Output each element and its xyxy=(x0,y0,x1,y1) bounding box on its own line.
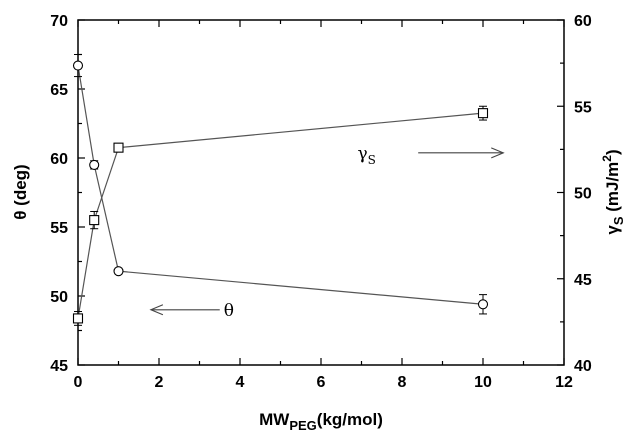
x-tick-label: 12 xyxy=(555,374,573,391)
ticks xyxy=(77,19,565,366)
right-y-tick-label: 60 xyxy=(574,13,592,30)
annotation-layer: θ γS xyxy=(149,144,505,321)
left-y-tick-label: 55 xyxy=(50,220,68,237)
data-point xyxy=(89,215,100,226)
data-point xyxy=(72,313,84,324)
left-y-tick-label: 70 xyxy=(50,13,68,30)
x-tick-label: 6 xyxy=(317,374,326,391)
right-y-tick-label: 55 xyxy=(574,99,592,116)
annotation-theta: θ xyxy=(149,301,234,321)
series-theta xyxy=(72,54,489,315)
annotation-label: γS xyxy=(357,144,375,167)
data-point xyxy=(72,60,84,71)
annotation-label: θ xyxy=(224,301,234,321)
right-axis-title: γS (mJ/m2) xyxy=(600,149,626,234)
data-point xyxy=(113,266,124,277)
data-point xyxy=(113,142,124,153)
right-y-tick-label: 45 xyxy=(574,272,592,289)
tick-labels: 0 2 4 6 8 10 12 45 50 55 60 65 70 40 45 50 55 60 xyxy=(50,13,592,391)
data-point xyxy=(477,299,489,310)
left-axis-title: θ (deg) xyxy=(11,164,30,219)
series-line xyxy=(77,65,484,305)
x-tick-label: 0 xyxy=(74,374,83,391)
right-y-tick-label: 40 xyxy=(574,358,592,375)
x-tick-label: 4 xyxy=(236,374,245,391)
annotation-gamma: γS xyxy=(357,144,505,167)
annotation-arrow-head xyxy=(149,304,164,316)
data-point xyxy=(89,159,100,170)
left-y-tick-label: 50 xyxy=(50,289,68,306)
series-line xyxy=(77,112,484,319)
series-gamma xyxy=(72,105,489,326)
left-y-tick-label: 45 xyxy=(50,358,68,375)
left-y-tick-label: 60 xyxy=(50,151,68,168)
x-tick-label: 2 xyxy=(155,374,164,391)
annotation-arrow-head xyxy=(491,147,505,159)
series-layer xyxy=(72,54,489,326)
x-axis-title: MWPEG(kg/mol) xyxy=(259,410,383,433)
right-y-tick-label: 50 xyxy=(574,186,592,203)
x-tick-label: 8 xyxy=(398,374,407,391)
x-tick-label: 10 xyxy=(474,374,492,391)
data-point xyxy=(477,108,489,119)
plot-frame xyxy=(77,19,565,366)
left-y-tick-label: 65 xyxy=(50,82,68,99)
